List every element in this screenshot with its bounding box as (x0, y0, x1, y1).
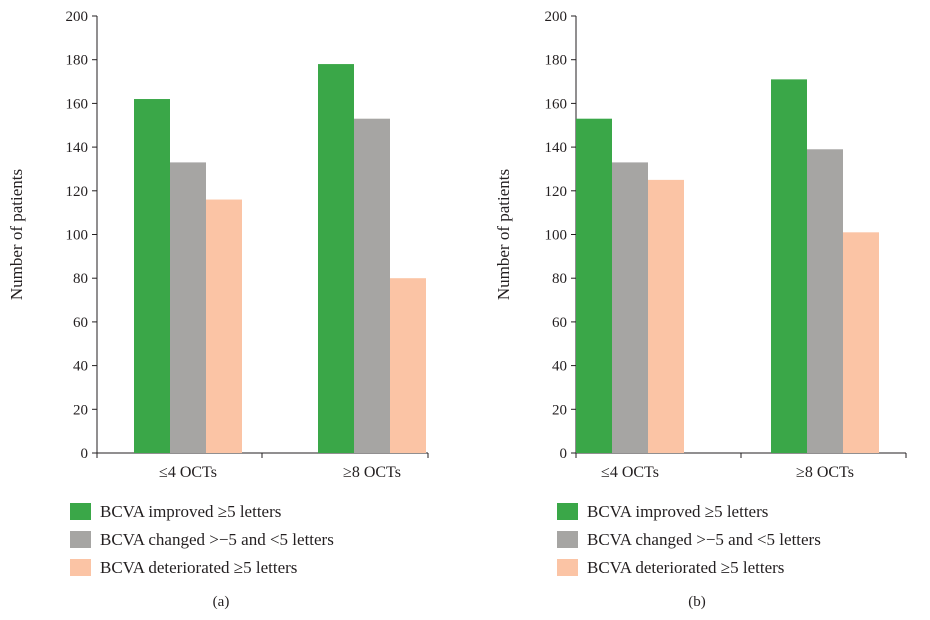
y-tick-label: 20 (552, 402, 567, 418)
y-axis-label: Number of patients (7, 169, 26, 300)
legend-b: BCVA improved ≥5 letters BCVA changed >−… (557, 498, 821, 582)
y-tick-label: 20 (73, 402, 88, 418)
bar-1-1 (134, 99, 170, 453)
legend-label-deteriorated: BCVA deteriorated ≥5 letters (587, 558, 785, 577)
y-tick-label: 120 (66, 184, 89, 200)
y-tick-label: 160 (66, 96, 89, 112)
legend-item-changed: BCVA changed >−5 and <5 letters (70, 526, 334, 554)
y-tick-label: 0 (560, 446, 568, 462)
legend-swatch-deteriorated (557, 559, 578, 577)
panel-label-b: (b) (688, 594, 706, 610)
x-tick-label: ≥8 OCTs (796, 464, 854, 481)
legend-label-changed: BCVA changed >−5 and <5 letters (587, 530, 821, 549)
legend-item-improved: BCVA improved ≥5 letters (557, 498, 821, 526)
y-tick-label: 160 (545, 96, 568, 112)
y-axis-label: Number of patients (494, 169, 513, 300)
bar-2-2 (807, 149, 843, 453)
y-tick-label: 140 (66, 140, 89, 156)
y-tick-label: 80 (552, 271, 567, 287)
legend-swatch-improved (70, 503, 91, 521)
bar-3-2 (843, 232, 879, 453)
y-tick-label: 40 (552, 359, 567, 375)
y-tick-label: 140 (545, 140, 568, 156)
bar-3-1 (206, 199, 242, 453)
bar-1-1 (576, 118, 612, 453)
legend-item-changed: BCVA changed >−5 and <5 letters (557, 526, 821, 554)
y-tick-label: 200 (66, 9, 89, 25)
x-tick-label: ≤4 OCTs (159, 464, 217, 481)
legend-a: BCVA improved ≥5 letters BCVA changed >−… (70, 498, 334, 582)
legend-swatch-changed (557, 531, 578, 549)
legend-swatch-improved (557, 503, 578, 521)
bar-2-2 (354, 118, 390, 453)
legend-label-improved: BCVA improved ≥5 letters (587, 502, 769, 521)
y-tick-label: 60 (73, 315, 88, 331)
y-tick-label: 40 (73, 359, 88, 375)
bar-3-1 (648, 179, 684, 453)
bar-1-2 (771, 79, 807, 454)
y-tick-label: 0 (81, 446, 89, 462)
legend-label-changed: BCVA changed >−5 and <5 letters (100, 530, 334, 549)
legend-item-deteriorated: BCVA deteriorated ≥5 letters (70, 554, 334, 582)
panel-label-a: (a) (212, 594, 230, 610)
y-tick-label: 80 (73, 271, 88, 287)
y-tick-label: 100 (66, 228, 89, 244)
legend-swatch-changed (70, 531, 91, 549)
y-tick-label: 200 (545, 9, 568, 25)
y-tick-label: 60 (552, 315, 567, 331)
legend-swatch-deteriorated (70, 559, 91, 577)
bar-3-2 (390, 278, 426, 453)
legend-label-deteriorated: BCVA deteriorated ≥5 letters (100, 558, 298, 577)
bar-1-2 (318, 64, 354, 453)
legend-item-improved: BCVA improved ≥5 letters (70, 498, 334, 526)
bar-chart-b: 0 20 40 60 80 100 120 140 160 180 200 Number of pat… (494, 9, 907, 481)
legend-item-deteriorated: BCVA deteriorated ≥5 letters (557, 554, 821, 582)
x-tick-label: ≥8 OCTs (343, 464, 401, 481)
bar-chart-a: 0 20 40 60 80 100 120 140 160 180 200 Number of pat… (7, 9, 429, 481)
y-tick-label: 180 (545, 53, 568, 69)
bar-2-1 (170, 162, 206, 453)
y-tick-label: 120 (545, 184, 568, 200)
y-tick-label: 100 (545, 228, 568, 244)
chart-panel-a: 0 20 40 60 80 100 120 140 160 180 200 Number of pat… (7, 9, 429, 610)
bar-2-1 (612, 162, 648, 453)
x-tick-label: ≤4 OCTs (601, 464, 659, 481)
y-tick-label: 180 (66, 53, 89, 69)
chart-panel-b: 0 20 40 60 80 100 120 140 160 180 200 Number of pat… (465, 0, 930, 620)
legend-label-improved: BCVA improved ≥5 letters (100, 502, 282, 521)
